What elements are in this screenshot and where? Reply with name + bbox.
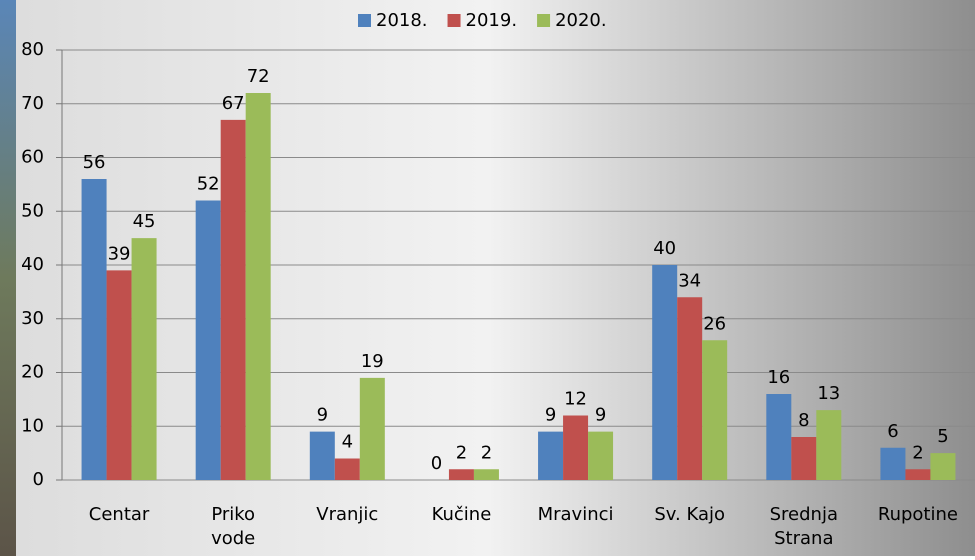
data-label: 39 — [108, 243, 131, 264]
x-tick-label-line: Priko — [211, 504, 255, 525]
data-label: 9 — [595, 405, 606, 426]
bar — [538, 431, 564, 480]
bar — [588, 431, 614, 480]
data-label: 45 — [133, 211, 156, 232]
bar — [448, 469, 474, 480]
bar — [81, 179, 107, 480]
legend-label: 2018. — [376, 10, 428, 31]
bar — [766, 394, 792, 480]
data-label: 0 — [431, 453, 442, 474]
data-label: 2 — [481, 442, 492, 463]
legend-label: 2019. — [466, 10, 518, 31]
data-label: 56 — [83, 152, 106, 173]
data-label: 34 — [678, 270, 701, 291]
data-label: 13 — [817, 383, 840, 404]
x-tick-label: Rupotine — [878, 504, 958, 525]
data-label: 4 — [342, 432, 353, 453]
x-tick-label: Priko vode — [211, 504, 255, 549]
data-label: 72 — [247, 66, 270, 87]
bar — [131, 238, 157, 480]
y-tick-label: 20 — [21, 362, 44, 383]
bar — [309, 431, 335, 480]
bar — [359, 377, 385, 480]
x-tick-label: Sv. Kajo — [654, 504, 725, 525]
bar — [195, 200, 221, 480]
y-tick-label: 40 — [21, 254, 44, 275]
legend-label: 2020. — [555, 10, 607, 31]
x-tick-label: Centar — [89, 504, 150, 525]
y-tick-label: 30 — [21, 308, 44, 329]
data-label: 5 — [937, 426, 948, 447]
x-tick-label: Vranjic — [316, 504, 378, 525]
data-label: 2 — [912, 442, 923, 463]
data-label: 26 — [703, 313, 726, 334]
y-tick-label: 80 — [21, 39, 44, 60]
bar — [220, 119, 246, 480]
bar — [791, 437, 817, 480]
y-tick-label: 50 — [21, 200, 44, 221]
data-label: 40 — [653, 238, 676, 259]
data-label: 67 — [222, 93, 245, 114]
y-tick-label: 10 — [21, 415, 44, 436]
bar — [816, 410, 842, 480]
legend-swatch — [537, 14, 551, 27]
data-label: 9 — [317, 405, 328, 426]
data-label: 12 — [564, 389, 587, 410]
photo-strip — [0, 0, 16, 556]
x-tick-label: Mravinci — [538, 504, 614, 525]
bar — [652, 265, 678, 480]
data-label: 16 — [767, 367, 790, 388]
bar — [702, 340, 728, 480]
x-tick-label-line: Strana — [774, 528, 833, 549]
x-tick-label-line: vode — [211, 528, 255, 549]
data-label: 2 — [456, 442, 467, 463]
bar — [334, 458, 360, 480]
bar — [106, 270, 132, 480]
bar — [880, 447, 906, 480]
data-label: 8 — [798, 410, 809, 431]
data-label: 19 — [361, 351, 384, 372]
y-tick-label: 60 — [21, 147, 44, 168]
bar — [473, 469, 499, 480]
data-label: 6 — [887, 421, 898, 442]
legend-swatch — [447, 14, 461, 27]
x-tick-label: Kučine — [432, 504, 492, 525]
bar — [905, 469, 931, 480]
data-label: 9 — [545, 405, 556, 426]
x-tick-label: Srednja Strana — [770, 504, 838, 549]
x-tick-label-line: Srednja — [770, 504, 838, 525]
data-label: 52 — [197, 174, 220, 195]
bar — [930, 453, 956, 480]
y-tick-label: 0 — [33, 469, 44, 490]
bar — [245, 93, 271, 480]
legend-swatch — [358, 14, 371, 27]
y-tick-label: 70 — [21, 93, 44, 114]
bar — [563, 415, 589, 480]
bar — [677, 297, 703, 480]
